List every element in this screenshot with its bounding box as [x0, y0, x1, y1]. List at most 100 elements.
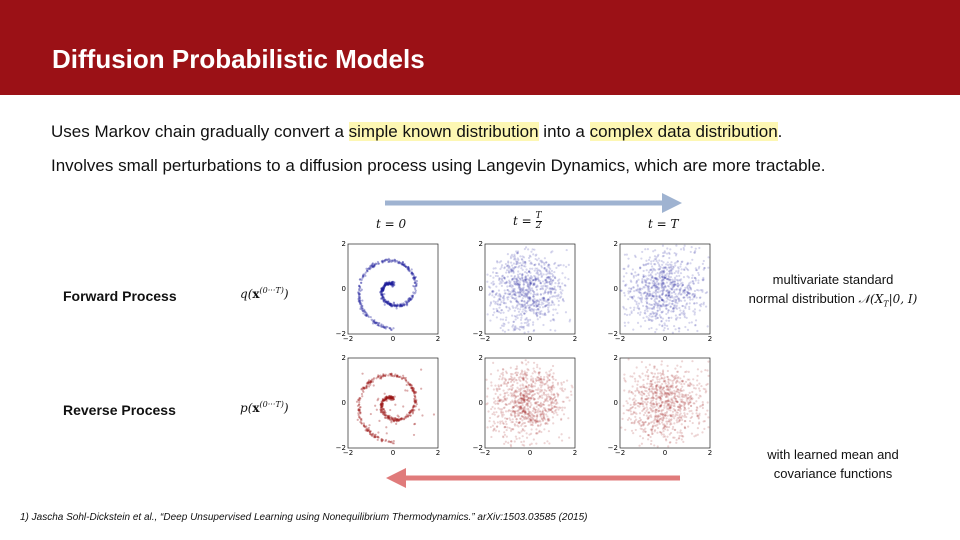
scatter-point — [655, 376, 658, 379]
scatter-point — [372, 265, 375, 268]
scatter-point — [667, 290, 670, 293]
scatter-point — [532, 278, 535, 282]
scatter-point — [517, 282, 520, 285]
scatter-point — [681, 398, 684, 401]
scatter-point — [652, 312, 656, 315]
scatter-point — [672, 425, 675, 429]
scatter-point — [414, 275, 418, 279]
scatter-point — [495, 292, 498, 295]
scatter-point — [696, 406, 699, 410]
scatter-point — [538, 371, 542, 374]
scatter-point — [658, 267, 662, 270]
scatter-point — [517, 405, 520, 408]
scatter-point — [363, 387, 366, 390]
scatter-point — [670, 397, 673, 400]
scatter-point — [386, 283, 389, 286]
scatter-point — [519, 312, 523, 315]
scatter-point — [703, 420, 706, 423]
scatter-point — [387, 260, 390, 263]
scatter-point — [390, 419, 393, 422]
scatter-point — [543, 257, 546, 260]
scatter-point — [560, 383, 563, 386]
scatter-point — [679, 263, 682, 266]
scatter-point — [379, 376, 383, 379]
scatter-point — [527, 384, 531, 387]
scatter-point — [633, 306, 636, 309]
scatter-point — [532, 295, 535, 298]
scatter-point — [406, 267, 409, 270]
scatter-point — [516, 405, 519, 408]
scatter-point — [489, 373, 493, 376]
scatter-point — [646, 262, 649, 266]
text-segment: . — [777, 122, 783, 141]
scatter-point — [407, 267, 410, 271]
scatter-point — [357, 295, 360, 299]
scatter-point — [528, 412, 531, 415]
scatter-point — [516, 386, 519, 389]
scatter-point — [695, 406, 698, 409]
scatter-point — [377, 322, 380, 325]
scatter-point — [380, 323, 383, 326]
scatter-point — [360, 417, 363, 421]
scatter-point — [518, 407, 521, 410]
scatter-point — [383, 258, 387, 262]
scatter-point — [657, 282, 660, 285]
scatter-point — [550, 397, 553, 400]
scatter-point — [360, 419, 363, 422]
scatter-point — [524, 309, 527, 312]
scatter-point — [651, 409, 654, 412]
scatter-point — [662, 279, 665, 282]
scatter-point — [397, 419, 400, 422]
scatter-point — [702, 303, 705, 306]
scatter-point — [531, 289, 534, 292]
scatter-point — [666, 399, 669, 402]
scatter-point — [658, 396, 661, 399]
scatter-point — [505, 280, 508, 283]
scatter-point — [493, 296, 496, 299]
scatter-point — [521, 268, 524, 271]
scatter-point — [664, 285, 667, 288]
scatter-point — [665, 410, 669, 413]
scatter-point — [530, 384, 533, 387]
scatter-point — [410, 294, 413, 297]
scatter-point — [509, 412, 513, 415]
scatter-point — [668, 407, 672, 410]
scatter-point — [521, 427, 524, 431]
scatter-point — [533, 385, 536, 388]
scatter-point — [637, 389, 640, 392]
scatter-point — [702, 259, 705, 263]
scatter-point — [685, 316, 688, 320]
scatter-point — [384, 411, 387, 414]
scatter-point — [665, 289, 668, 292]
scatter-point — [361, 372, 364, 375]
scatter-point — [673, 389, 676, 393]
scatter-point — [511, 278, 514, 282]
scatter-point — [382, 324, 385, 327]
scatter-point — [651, 276, 654, 279]
scatter-point — [381, 294, 384, 298]
scatter-point — [535, 400, 538, 404]
scatter-point — [693, 294, 696, 298]
scatter-point — [396, 261, 399, 264]
scatter-point — [637, 302, 641, 305]
scatter-point — [512, 277, 515, 280]
scatter-point — [390, 396, 393, 399]
scatter-point — [659, 396, 662, 400]
scatter-point — [681, 400, 684, 403]
scatter-point — [673, 436, 676, 439]
scatter-point — [524, 394, 527, 397]
scatter-point — [514, 401, 517, 404]
scatter-point — [390, 260, 393, 263]
scatter-point — [679, 389, 682, 392]
scatter-point — [674, 304, 677, 307]
scatter-point — [510, 388, 513, 391]
scatter-point — [517, 284, 520, 287]
scatter-point — [654, 315, 657, 318]
scatter-point — [538, 396, 541, 399]
scatter-point — [546, 375, 549, 378]
scatter-point — [683, 394, 686, 397]
scatter-point — [541, 418, 545, 421]
scatter-point — [537, 307, 540, 310]
scatter-point — [533, 248, 536, 251]
scatter-point — [359, 411, 362, 414]
